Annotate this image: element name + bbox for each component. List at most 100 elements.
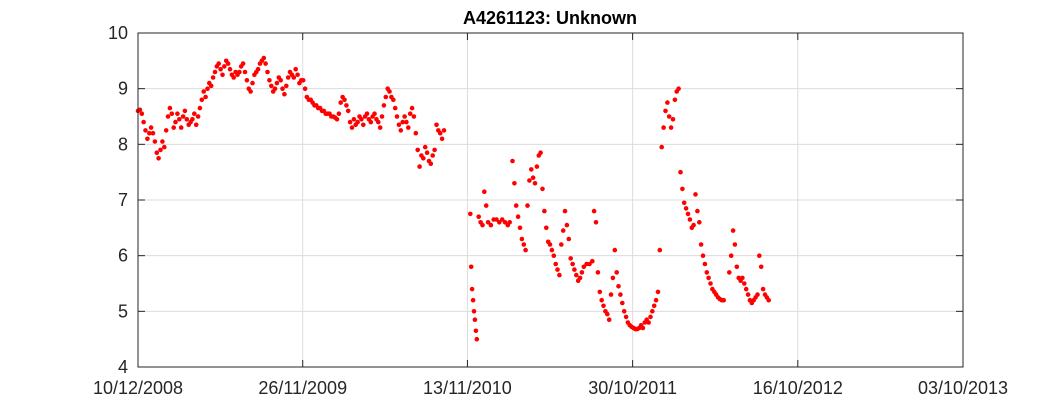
data-point [336, 111, 342, 116]
data-point [150, 130, 156, 136]
data-point [244, 78, 250, 83]
data-point [513, 203, 519, 208]
x-tick-label: 13/11/2010 [423, 378, 512, 398]
data-point [139, 111, 145, 116]
data-point [497, 220, 502, 225]
data-point [740, 275, 745, 281]
data-point [661, 125, 666, 130]
data-point [248, 89, 253, 94]
data-point [587, 261, 592, 267]
data-point [263, 61, 268, 66]
data-point [512, 181, 517, 186]
data-point [570, 261, 575, 267]
data-point [650, 309, 655, 314]
data-point [568, 256, 573, 261]
data-point [407, 111, 413, 116]
data-point [212, 69, 218, 75]
data-point [510, 158, 515, 164]
data-point [364, 111, 370, 116]
data-point [557, 272, 562, 278]
data-point [488, 222, 494, 228]
data-point [430, 153, 436, 158]
data-point [529, 167, 534, 172]
data-point [192, 111, 197, 116]
y-tick-label: 6 [118, 246, 128, 266]
data-point [555, 267, 560, 272]
data-point [387, 89, 392, 94]
data-point [683, 206, 689, 211]
data-point [527, 178, 532, 183]
data-point [169, 111, 175, 116]
data-point [201, 89, 206, 94]
data-point [406, 125, 411, 130]
data-point [655, 289, 661, 295]
data-point [653, 297, 659, 303]
data-point [553, 261, 558, 267]
data-point [274, 80, 280, 86]
data-point [261, 55, 267, 61]
data-point [237, 69, 242, 75]
data-point [730, 228, 736, 233]
data-point [165, 114, 171, 119]
y-tick-label: 10 [108, 23, 128, 43]
data-point [597, 289, 603, 295]
data-point [547, 242, 553, 247]
data-point [572, 267, 577, 272]
data-point [338, 100, 344, 105]
data-point [158, 147, 163, 153]
data-point [344, 103, 349, 108]
data-point [593, 220, 599, 225]
data-point [421, 156, 426, 161]
data-point [222, 64, 227, 69]
data-point [272, 86, 278, 91]
data-point [398, 128, 404, 133]
data-point [396, 122, 402, 128]
data-point [577, 275, 583, 281]
data-point [507, 220, 512, 225]
data-point [347, 119, 353, 125]
data-point [284, 83, 289, 89]
data-point [480, 222, 485, 228]
data-point [193, 122, 199, 128]
data-point [564, 222, 570, 228]
data-point [242, 69, 248, 75]
data-point [525, 203, 530, 208]
data-point [178, 125, 184, 130]
data-point [502, 220, 508, 225]
data-point [394, 114, 400, 119]
data-point [195, 114, 201, 119]
data-point [559, 242, 564, 247]
data-point [534, 164, 540, 169]
y-axis-tick-labels: 4 5 6 7 8 9 10 [108, 23, 128, 377]
data-point [704, 270, 710, 275]
data-point [208, 83, 214, 89]
data-point [441, 128, 447, 133]
x-tick-label: 10/12/2008 [93, 378, 183, 398]
data-point [439, 136, 445, 142]
data-point [265, 69, 270, 75]
data-point [295, 72, 300, 78]
data-point [205, 86, 210, 91]
data-point [551, 253, 557, 258]
data-point [590, 258, 595, 264]
data-point [334, 117, 340, 122]
data-point [210, 75, 216, 80]
data-point [302, 86, 308, 91]
data-point [540, 186, 545, 192]
data-point [432, 147, 437, 153]
data-point [745, 292, 751, 297]
data-point [579, 270, 585, 275]
data-point [708, 281, 713, 286]
data-point [521, 242, 527, 247]
data-point [147, 130, 152, 136]
data-point [280, 86, 285, 91]
data-point [293, 66, 299, 72]
data-point [530, 175, 536, 180]
data-point [494, 217, 499, 222]
y-tick-label: 5 [118, 301, 128, 321]
data-point [391, 97, 396, 103]
data-point [685, 211, 691, 217]
data-point [532, 181, 538, 186]
y-tick-label: 4 [118, 357, 128, 377]
y-tick-label: 7 [118, 190, 128, 210]
